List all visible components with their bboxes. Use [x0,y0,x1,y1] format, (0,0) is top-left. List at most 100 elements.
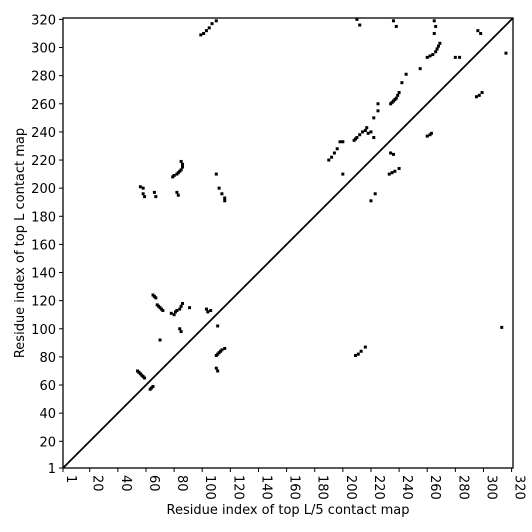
x-tick-label: 260 [427,475,442,500]
x-axis-label: Residue index of top L/5 contact map [167,503,410,518]
contact-point [354,354,357,357]
contact-point [355,136,359,140]
contact-point [335,147,339,151]
contact-point [358,23,362,27]
contact-point [431,53,435,57]
x-tick-label: 20 [90,475,105,492]
contact-point [372,116,376,120]
contact-point [376,102,380,106]
y-tick-label: 140 [31,267,56,282]
x-tick-label: 300 [483,475,498,500]
contact-point [397,91,401,95]
contact-point [179,159,183,163]
contact-point [327,158,331,162]
contact-point [178,307,182,311]
contact-point [500,325,504,329]
y-tick-label: 100 [31,323,56,338]
contact-point [204,29,208,33]
contact-point [365,126,369,130]
contact-point [359,349,363,353]
contact-point [373,192,377,196]
x-tick-label: 1 [63,475,78,483]
contact-point [181,301,185,305]
contact-point [355,17,359,21]
contact-point [400,81,404,85]
contact-point [434,50,438,54]
contact-point [396,93,400,97]
contact-point [338,140,342,144]
contact-point [216,369,220,373]
contact-point [214,172,218,176]
contact-point [158,338,162,342]
contact-point [356,352,360,356]
contact-point [143,195,147,199]
contact-point [210,22,214,26]
contact-point [217,186,221,190]
contact-point [220,348,224,352]
contact-point [330,155,334,159]
contact-point [175,190,179,194]
contact-point [425,134,429,138]
contact-point [479,31,483,35]
x-tick-label: 140 [258,475,273,500]
contact-point [366,131,370,135]
contact-point [223,199,227,203]
contact-point [152,190,156,194]
y-tick-label: 20 [39,435,56,450]
contact-point [390,171,394,175]
x-tick-label: 180 [315,475,330,500]
contact-point [429,131,433,135]
diagonal-line [62,17,514,469]
contact-point [332,151,336,155]
contact-point [474,95,478,99]
contact-point [453,55,457,59]
y-tick-label: 1 [48,462,56,477]
x-tick-label: 220 [371,475,386,500]
x-tick-label: 60 [146,475,161,492]
contact-point [341,172,345,176]
x-tick-label: 100 [202,475,217,500]
contact-point [199,33,203,37]
y-tick-label: 60 [39,379,56,394]
contact-point [376,109,380,113]
contact-point [179,168,183,172]
contact-point [202,31,206,35]
contact-point [428,54,432,58]
contact-point [220,192,224,196]
contact-point [391,152,395,156]
contact-point [425,55,429,59]
contact-point [206,310,210,314]
y-axis-label: Residue index of top L contact map [13,128,28,358]
y-tick-label: 260 [31,98,56,113]
y-tick-label: 80 [39,351,56,366]
contact-point [172,313,176,317]
contact-point [179,330,183,334]
contact-point [435,47,439,51]
y-tick-label: 180 [31,210,56,225]
contact-point [372,136,376,140]
y-tick-label: 280 [31,70,56,85]
contact-point [394,24,398,28]
contact-point [172,174,176,177]
contact-point [204,307,208,311]
y-tick-label: 40 [39,407,56,422]
y-tick-label: 220 [31,154,56,169]
contact-point [209,309,213,312]
contact-point [394,96,398,100]
contact-point [181,165,185,169]
contact-point [480,91,484,95]
y-tick-label: 200 [31,182,56,197]
contact-point [175,309,179,312]
contact-point [141,186,145,190]
contact-point [138,185,142,189]
contact-point [141,192,145,196]
contact-point [161,309,165,312]
y-tick-label: 120 [31,295,56,310]
y-tick-label: 320 [31,13,56,28]
contact-point [341,140,345,144]
contact-point [369,199,373,203]
contact-point [151,384,155,388]
contact-point [477,93,481,97]
x-tick-label: 320 [512,475,527,500]
